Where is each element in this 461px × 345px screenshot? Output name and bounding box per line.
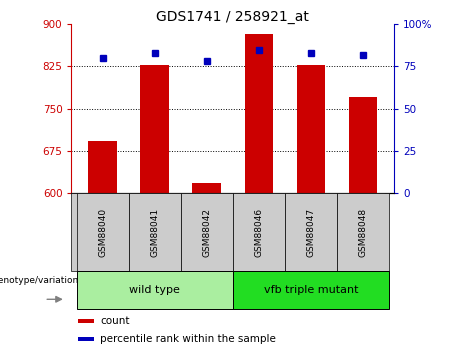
- Bar: [181, 193, 233, 271]
- Bar: [244, 34, 273, 193]
- Bar: [129, 193, 181, 271]
- Text: count: count: [100, 316, 130, 326]
- Bar: [78, 319, 94, 323]
- Text: vfb triple mutant: vfb triple mutant: [264, 285, 358, 295]
- Text: genotype/variation: genotype/variation: [0, 276, 79, 285]
- Text: wild type: wild type: [129, 285, 180, 295]
- Bar: [77, 271, 233, 309]
- Bar: [337, 193, 389, 271]
- Bar: [141, 65, 169, 193]
- Text: GSM88048: GSM88048: [358, 207, 367, 257]
- Bar: [349, 97, 377, 193]
- Text: GSM88041: GSM88041: [150, 207, 159, 257]
- Bar: [296, 65, 325, 193]
- Bar: [233, 271, 389, 309]
- Bar: [77, 193, 129, 271]
- Bar: [78, 337, 94, 342]
- Text: GSM88047: GSM88047: [307, 207, 315, 257]
- Text: GSM88040: GSM88040: [98, 207, 107, 257]
- Text: GDS1741 / 258921_at: GDS1741 / 258921_at: [156, 10, 309, 24]
- Bar: [233, 193, 285, 271]
- Bar: [89, 141, 117, 193]
- Text: GSM88042: GSM88042: [202, 207, 211, 257]
- Text: percentile rank within the sample: percentile rank within the sample: [100, 334, 277, 344]
- Text: GSM88046: GSM88046: [254, 207, 263, 257]
- Bar: [285, 193, 337, 271]
- Bar: [193, 183, 221, 193]
